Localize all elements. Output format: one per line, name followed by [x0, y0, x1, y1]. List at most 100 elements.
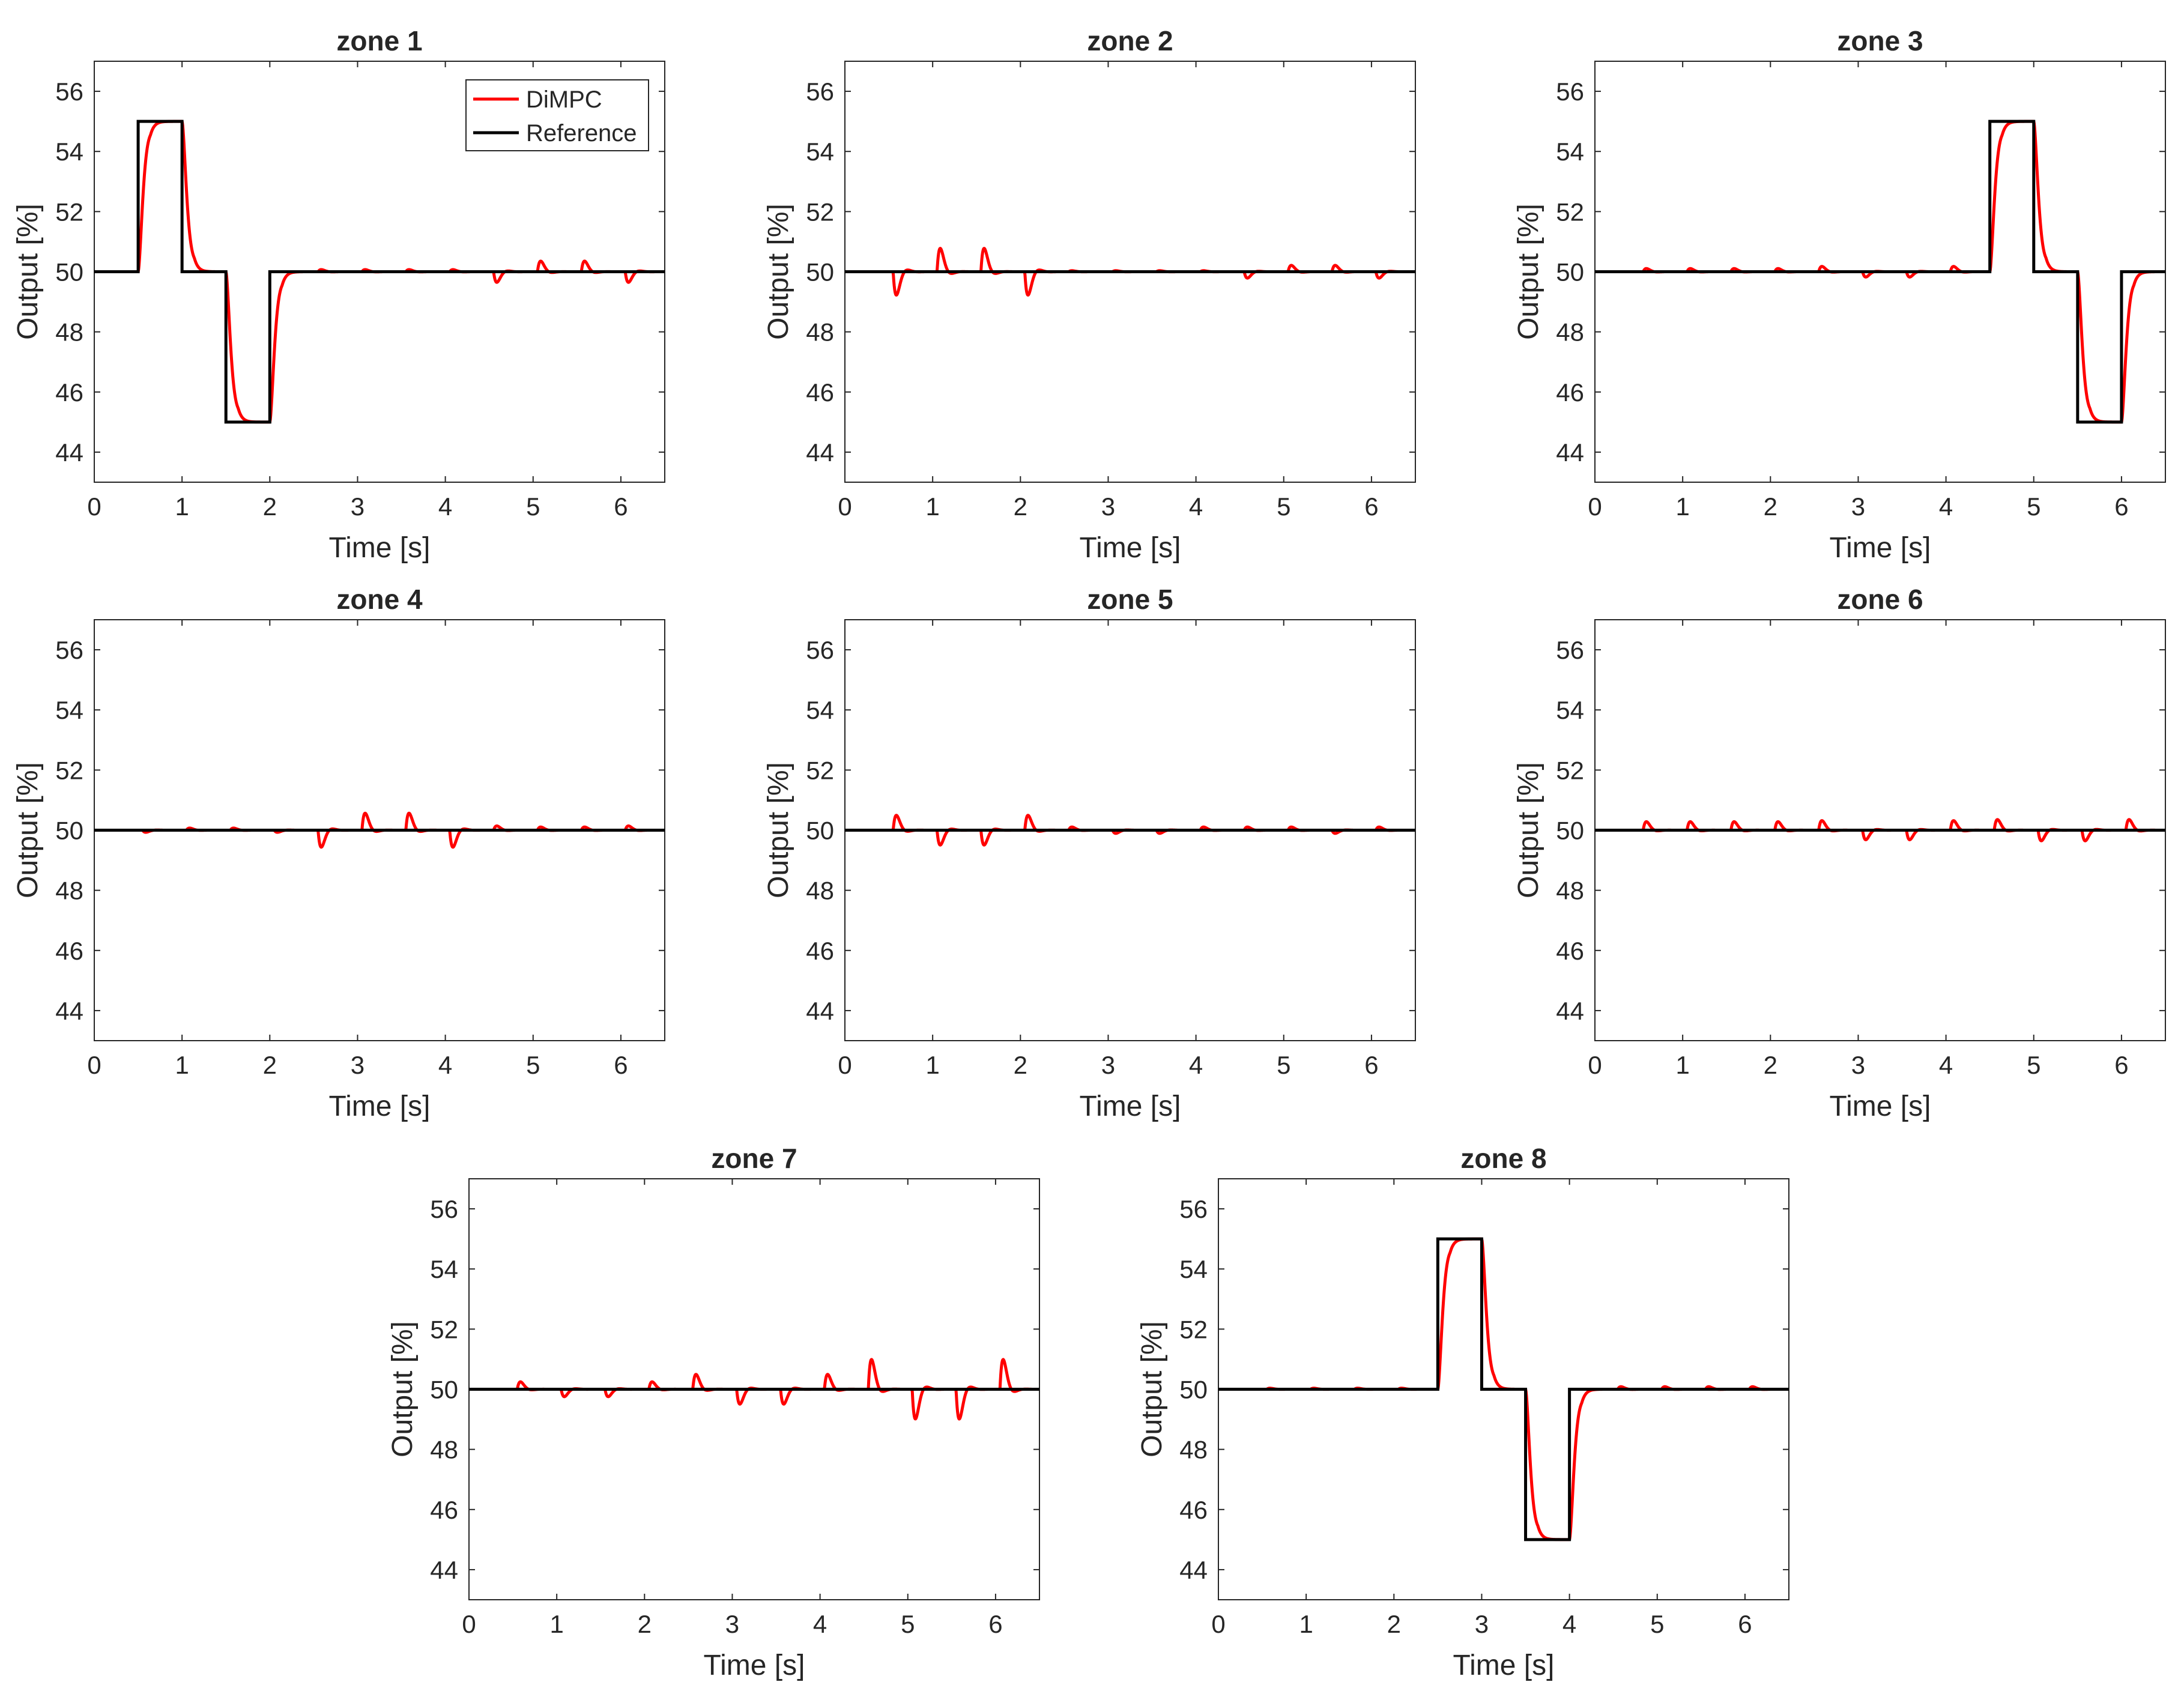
y-tick-label: 50: [806, 817, 834, 845]
y-axis-label: Output [%]: [1136, 1321, 1168, 1457]
y-tick-label: 44: [806, 438, 834, 467]
x-axis-label: Time [s]: [1080, 1090, 1181, 1122]
x-tick-label: 0: [838, 1051, 852, 1079]
x-tick-label: 3: [725, 1610, 739, 1638]
x-tick-label: 4: [438, 492, 452, 521]
y-tick-label: 46: [806, 378, 834, 407]
legend-label: DiMPC: [526, 86, 602, 113]
x-tick-label: 4: [1189, 492, 1203, 521]
chart-title: zone 5: [1087, 584, 1173, 615]
x-tick-label: 3: [1101, 1051, 1115, 1079]
y-tick-label: 50: [806, 258, 834, 286]
x-axis-label: Time [s]: [329, 1090, 431, 1122]
y-tick-label: 48: [55, 877, 83, 905]
x-tick-label: 2: [1764, 492, 1777, 521]
y-tick-label: 52: [1556, 198, 1584, 226]
chart-title: zone 6: [1837, 584, 1923, 615]
x-tick-label: 0: [838, 492, 852, 521]
x-tick-label: 4: [1562, 1610, 1576, 1638]
x-tick-label: 0: [1211, 1610, 1225, 1638]
x-tick-label: 6: [1364, 492, 1378, 521]
y-tick-label: 54: [55, 696, 83, 724]
x-tick-label: 3: [351, 1051, 365, 1079]
y-tick-label: 48: [806, 318, 834, 346]
x-axis-label: Time [s]: [1453, 1650, 1555, 1681]
chart-title: zone 2: [1087, 25, 1173, 56]
y-tick-label: 52: [1179, 1315, 1208, 1343]
x-tick-label: 5: [526, 1051, 540, 1079]
x-tick-label: 5: [901, 1610, 915, 1638]
y-tick-label: 48: [806, 877, 834, 905]
x-tick-label: 1: [175, 1051, 189, 1079]
y-tick-label: 44: [55, 997, 83, 1025]
y-tick-label: 54: [55, 138, 83, 166]
chart-title: zone 7: [711, 1143, 797, 1174]
chart-title: zone 4: [336, 584, 423, 615]
y-axis-label: Output [%]: [387, 1321, 419, 1457]
y-tick-label: 46: [55, 378, 83, 407]
y-tick-label: 54: [1556, 138, 1584, 166]
y-tick-label: 50: [55, 817, 83, 845]
legend-box: [465, 79, 649, 151]
y-tick-label: 54: [806, 696, 834, 724]
y-tick-label: 56: [1556, 636, 1584, 664]
x-tick-label: 5: [1277, 1051, 1290, 1079]
y-axis-label: Output [%]: [12, 762, 44, 898]
y-tick-label: 52: [806, 756, 834, 784]
y-tick-label: 46: [1556, 937, 1584, 965]
series-line-reference: [1218, 1237, 1789, 1541]
y-axis-label: Output [%]: [763, 204, 794, 340]
x-tick-label: 5: [2027, 1051, 2040, 1079]
x-tick-label: 1: [1675, 492, 1689, 521]
y-tick-label: 50: [1556, 817, 1584, 845]
x-axis-label: Time [s]: [1830, 1090, 1931, 1122]
y-tick-label: 48: [55, 318, 83, 346]
y-tick-label: 50: [1556, 258, 1584, 286]
series-line-reference: [94, 119, 665, 424]
y-tick-label: 54: [1179, 1255, 1208, 1283]
chart-title: zone 1: [336, 25, 422, 56]
chart-title: zone 8: [1460, 1143, 1546, 1174]
y-axis-label: Output [%]: [12, 204, 44, 340]
x-tick-label: 4: [1939, 492, 1953, 521]
y-tick-label: 54: [430, 1255, 458, 1283]
x-tick-label: 0: [1588, 492, 1602, 521]
x-tick-label: 0: [87, 1051, 101, 1079]
x-tick-label: 2: [638, 1610, 652, 1638]
x-tick-label: 4: [1939, 1051, 1953, 1079]
x-tick-label: 2: [1014, 492, 1027, 521]
y-tick-label: 56: [430, 1195, 458, 1223]
y-tick-label: 52: [806, 198, 834, 226]
y-axis-label: Output [%]: [763, 762, 794, 898]
x-tick-label: 3: [351, 492, 365, 521]
x-tick-label: 3: [1851, 492, 1865, 521]
chart-title: zone 3: [1837, 25, 1923, 56]
x-axis-label: Time [s]: [1080, 532, 1181, 564]
y-tick-label: 46: [806, 937, 834, 965]
y-tick-label: 44: [806, 997, 834, 1025]
series-line-reference: [1595, 119, 2165, 424]
y-tick-label: 44: [430, 1556, 458, 1584]
y-tick-label: 44: [1556, 438, 1584, 467]
x-tick-label: 3: [1101, 492, 1115, 521]
x-tick-label: 4: [1189, 1051, 1203, 1079]
y-tick-label: 56: [806, 636, 834, 664]
y-tick-label: 44: [1556, 997, 1584, 1025]
legend-label: Reference: [526, 120, 637, 147]
x-tick-label: 6: [614, 492, 628, 521]
x-tick-label: 0: [1588, 1051, 1602, 1079]
y-tick-label: 48: [1556, 318, 1584, 346]
x-tick-label: 1: [925, 492, 939, 521]
x-tick-label: 6: [988, 1610, 1002, 1638]
x-axis-label: Time [s]: [704, 1650, 805, 1681]
y-tick-label: 48: [1179, 1436, 1208, 1464]
x-tick-label: 2: [1764, 1051, 1777, 1079]
